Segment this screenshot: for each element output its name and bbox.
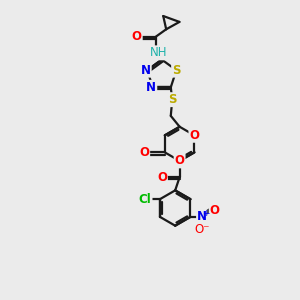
Text: N: N [197,210,207,224]
Text: O⁻: O⁻ [194,223,209,236]
Text: S: S [172,64,181,77]
Text: O: O [189,129,200,142]
Text: O: O [157,171,167,184]
Text: +: + [202,208,209,217]
Text: O: O [132,30,142,43]
Text: N: N [141,64,151,77]
Text: NH: NH [150,46,168,59]
Text: Cl: Cl [139,193,152,206]
Text: N: N [146,81,156,94]
Text: O: O [139,146,149,159]
Text: O: O [210,204,220,217]
Text: O: O [175,154,184,167]
Text: S: S [168,93,176,106]
